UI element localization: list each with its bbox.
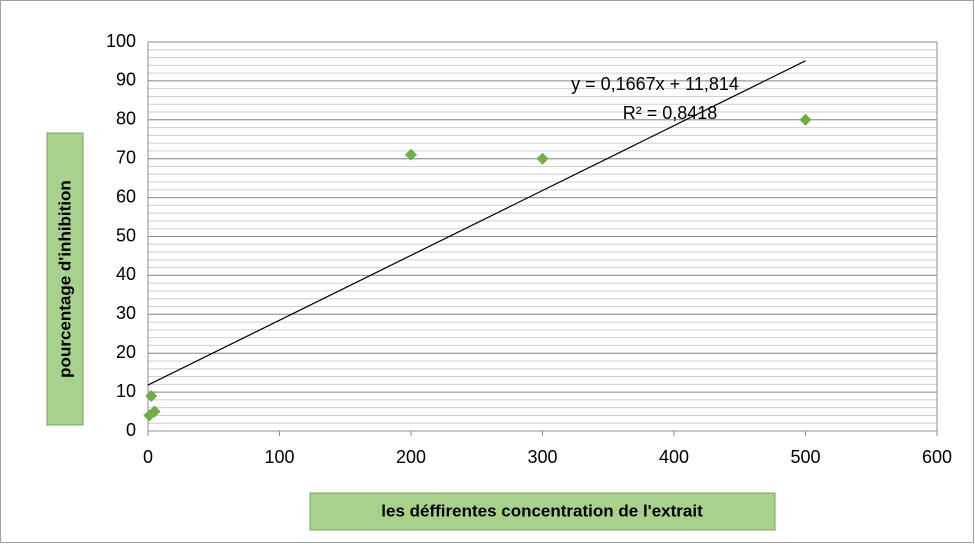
point — [799, 113, 812, 126]
y-tick-label: 80 — [116, 109, 136, 129]
y-tick-label: 50 — [116, 225, 136, 245]
trendline — [147, 60, 806, 386]
x-axis-label: les déffirentes concentration de l'extra… — [381, 501, 703, 520]
x-tick-label: 200 — [396, 447, 426, 467]
point — [145, 389, 158, 402]
trend-equation: y = 0,1667x + 11,814 — [571, 74, 739, 94]
y-tick-label: 30 — [116, 303, 136, 323]
x-tick-label: 400 — [659, 447, 689, 467]
y-axis-label: pourcentage d'inhibition — [55, 180, 74, 378]
point — [405, 148, 417, 161]
x-tick-label: 300 — [527, 447, 557, 467]
y-tick-label: 60 — [116, 186, 136, 206]
x-tick-label: 600 — [922, 447, 952, 467]
point — [148, 405, 161, 418]
y-tick-label: 10 — [116, 381, 136, 401]
trend-r2: R² = 0,8418 — [623, 103, 718, 123]
x-tick-label: 100 — [264, 447, 294, 467]
y-tick-label: 20 — [116, 342, 136, 362]
y-tick-label: 70 — [116, 147, 136, 167]
x-tick-label: 0 — [143, 447, 153, 467]
y-tick-label: 90 — [116, 70, 136, 90]
y-tick-label: 40 — [116, 264, 136, 284]
point — [536, 152, 549, 165]
y-tick-label: 100 — [106, 31, 136, 51]
x-label-box — [309, 492, 776, 531]
y-tick-label: 0 — [126, 420, 136, 440]
x-tick-label: 500 — [790, 447, 820, 467]
y-label-box — [46, 132, 84, 426]
